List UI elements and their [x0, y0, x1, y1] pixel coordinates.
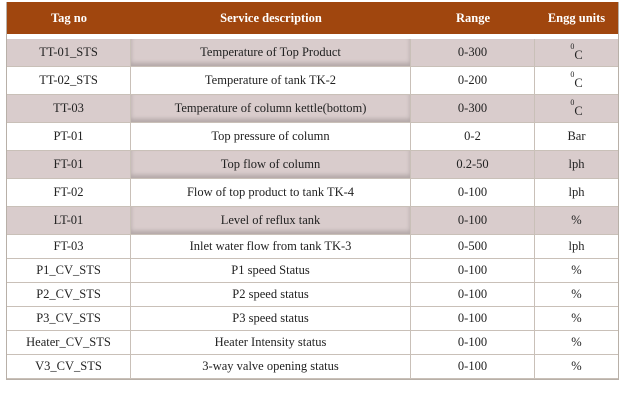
cell-description: P3 speed status	[131, 307, 411, 331]
cell-range: 0-100	[411, 355, 535, 379]
cell-unit: 0C	[535, 39, 618, 67]
cell-range: 0-100	[411, 179, 535, 207]
cell-tag: TT-01_STS	[7, 39, 131, 67]
cell-description: Temperature of column kettle(bottom)	[131, 95, 411, 123]
cell-tag: TT-02_STS	[7, 67, 131, 95]
cell-tag: PT-01	[7, 123, 131, 151]
header-tag-no: Tag no	[50, 10, 88, 25]
table-row: V3_CV_STS 3-way valve opening status 0-1…	[7, 355, 618, 379]
cell-range: 0-100	[411, 207, 535, 235]
cell-unit: %	[535, 259, 618, 283]
header-service-description: Service description	[220, 10, 322, 25]
cell-range: 0-100	[411, 307, 535, 331]
unit-text: C	[574, 104, 583, 118]
cell-unit: 0C	[535, 67, 618, 95]
cell-tag: FT-02	[7, 179, 131, 207]
header-engg-units: Engg units	[547, 10, 606, 25]
table-row: FT-01 Top flow of column 0.2-50 lph	[7, 151, 618, 179]
cell-description: Level of reflux tank	[131, 207, 411, 235]
cell-tag: FT-01	[7, 151, 131, 179]
table-row: P2_CV_STS P2 speed status 0-100 %	[7, 283, 618, 307]
header-spacer	[7, 34, 618, 39]
table-header-row: Tag no Service description Range Engg un…	[7, 2, 618, 34]
table-row: FT-02 Flow of top product to tank TK-4 0…	[7, 179, 618, 207]
table-row: P1_CV_STS P1 speed Status 0-100 %	[7, 259, 618, 283]
cell-unit: lph	[535, 151, 618, 179]
table-row: TT-01_STS Temperature of Top Product 0-3…	[7, 39, 618, 67]
cell-range: 0-300	[411, 39, 535, 67]
cell-range: 0-300	[411, 95, 535, 123]
cell-unit: %	[535, 307, 618, 331]
table-row: TT-02_STS Temperature of tank TK-2 0-200…	[7, 67, 618, 95]
cell-range: 0-2	[411, 123, 535, 151]
cell-tag: V3_CV_STS	[7, 355, 131, 379]
cell-tag: Heater_CV_STS	[7, 331, 131, 355]
cell-description: P2 speed status	[131, 283, 411, 307]
cell-unit: %	[535, 283, 618, 307]
cell-unit: 0C	[535, 95, 618, 123]
cell-unit: %	[535, 355, 618, 379]
cell-description: Temperature of tank TK-2	[131, 67, 411, 95]
cell-unit: %	[535, 207, 618, 235]
cell-unit: %	[535, 331, 618, 355]
degree-superscript: 0	[570, 42, 575, 51]
cell-range: 0-100	[411, 259, 535, 283]
cell-tag: P1_CV_STS	[7, 259, 131, 283]
cell-description: Top flow of column	[131, 151, 411, 179]
cell-tag: LT-01	[7, 207, 131, 235]
table-row: LT-01 Level of reflux tank 0-100 %	[7, 207, 618, 235]
degree-superscript: 0	[570, 98, 575, 107]
cell-unit: lph	[535, 235, 618, 259]
cell-tag: P2_CV_STS	[7, 283, 131, 307]
cell-range: 0.2-50	[411, 151, 535, 179]
table-row: Heater_CV_STS Heater Intensity status 0-…	[7, 331, 618, 355]
cell-tag: FT-03	[7, 235, 131, 259]
cell-range: 0-200	[411, 67, 535, 95]
cell-tag: P3_CV_STS	[7, 307, 131, 331]
header-range: Range	[455, 10, 491, 25]
cell-range: 0-500	[411, 235, 535, 259]
unit-text: C	[574, 76, 583, 90]
unit-text: C	[574, 48, 583, 62]
cell-range: 0-100	[411, 331, 535, 355]
cell-description: Heater Intensity status	[131, 331, 411, 355]
cell-description: P1 speed Status	[131, 259, 411, 283]
cell-range: 0-100	[411, 283, 535, 307]
cell-unit: lph	[535, 179, 618, 207]
cell-description: 3-way valve opening status	[131, 355, 411, 379]
cell-description: Inlet water flow from tank TK-3	[131, 235, 411, 259]
cell-description: Temperature of Top Product	[131, 39, 411, 67]
cell-description: Top pressure of column	[131, 123, 411, 151]
table-row: PT-01 Top pressure of column 0-2 Bar	[7, 123, 618, 151]
table-row: TT-03 Temperature of column kettle(botto…	[7, 95, 618, 123]
instrument-tag-table: Tag no Service description Range Engg un…	[6, 2, 619, 380]
table-row: FT-03 Inlet water flow from tank TK-3 0-…	[7, 235, 618, 259]
cell-description: Flow of top product to tank TK-4	[131, 179, 411, 207]
cell-unit: Bar	[535, 123, 618, 151]
degree-superscript: 0	[570, 70, 575, 79]
cell-tag: TT-03	[7, 95, 131, 123]
table-row: P3_CV_STS P3 speed status 0-100 %	[7, 307, 618, 331]
instrument-table-container: Tag no Service description Range Engg un…	[6, 2, 619, 380]
